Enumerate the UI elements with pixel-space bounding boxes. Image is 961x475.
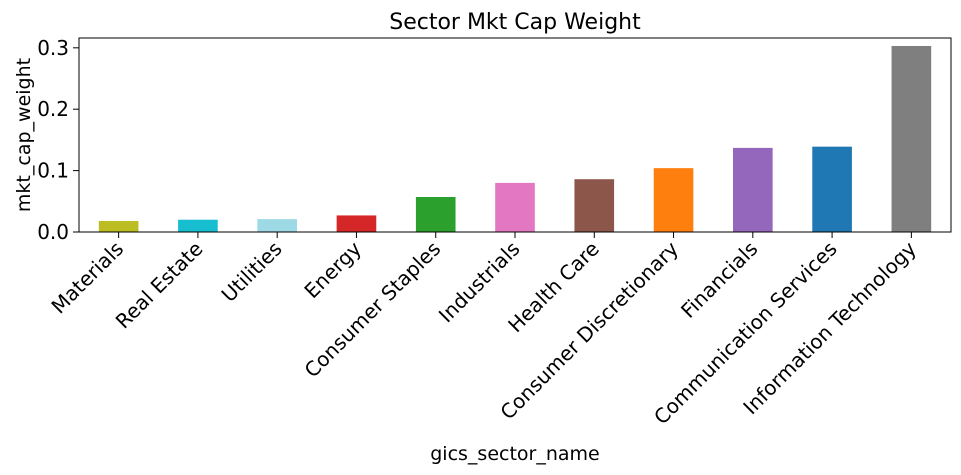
x-tick-label: Financials — [676, 237, 762, 323]
bar — [495, 182, 535, 232]
bar — [733, 147, 773, 232]
x-tick-label: Materials — [46, 237, 128, 319]
y-axis-label: mkt_cap_weight — [13, 58, 35, 212]
plot-frame — [78, 37, 952, 233]
y-tick-label: 0.2 — [37, 97, 69, 121]
y-tick-label: 0.1 — [37, 159, 69, 183]
x-tick-label: Energy — [299, 236, 366, 303]
bar — [336, 215, 377, 232]
bar — [574, 179, 615, 232]
bar — [812, 146, 852, 232]
bar — [415, 197, 456, 232]
bar — [257, 219, 297, 232]
bar — [653, 168, 694, 232]
x-tick-label: Consumer Staples — [300, 237, 446, 383]
bar — [178, 219, 218, 232]
y-tick-label: 0.3 — [37, 36, 69, 60]
bar — [98, 220, 139, 232]
y-tick-label: 0.0 — [37, 220, 69, 244]
chart-title: Sector Mkt Cap Weight — [389, 10, 641, 35]
x-tick-label: Utilities — [217, 237, 287, 307]
x-axis-label: gics_sector_name — [430, 443, 600, 465]
bar — [891, 45, 932, 232]
